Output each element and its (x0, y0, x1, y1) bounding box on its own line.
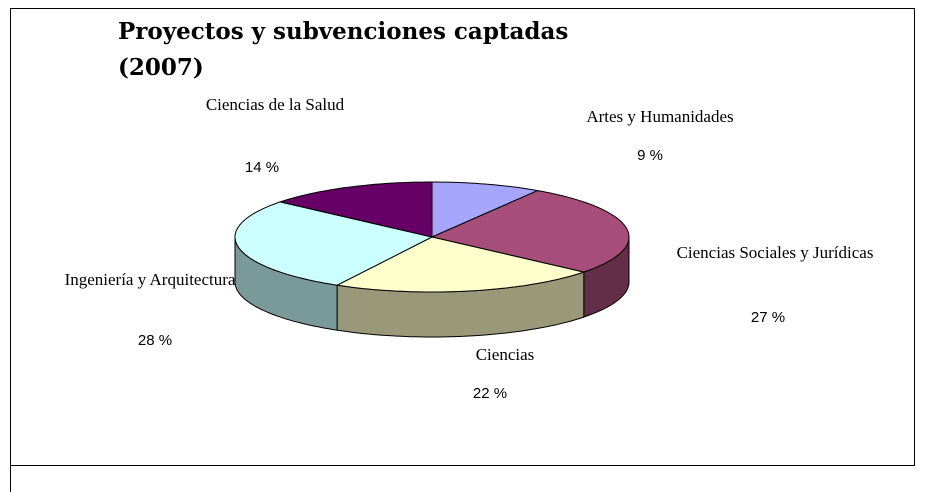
slice (278, 181, 433, 238)
slice (431, 181, 540, 238)
value-label: 28 % (138, 332, 172, 349)
frame (10, 8, 915, 466)
chart-title: Proyectos y subvenciones captadas (2007) (118, 18, 569, 81)
slice-label: Ingeniería y Arquitectura (65, 270, 236, 289)
slice-label: Artes y Humanidades (586, 107, 733, 126)
value-label: 22 % (473, 385, 507, 402)
value-label: 9 % (637, 147, 663, 164)
value-label: 27 % (751, 309, 785, 326)
slice-label: Ciencias Sociales y Jurídicas (677, 243, 874, 262)
slice (234, 201, 434, 286)
slice (335, 236, 586, 293)
slice-label: Ciencias de la Salud (206, 95, 345, 114)
value-label: 14 % (245, 159, 279, 176)
slice-label: Ciencias (476, 345, 535, 364)
slice (430, 190, 630, 273)
